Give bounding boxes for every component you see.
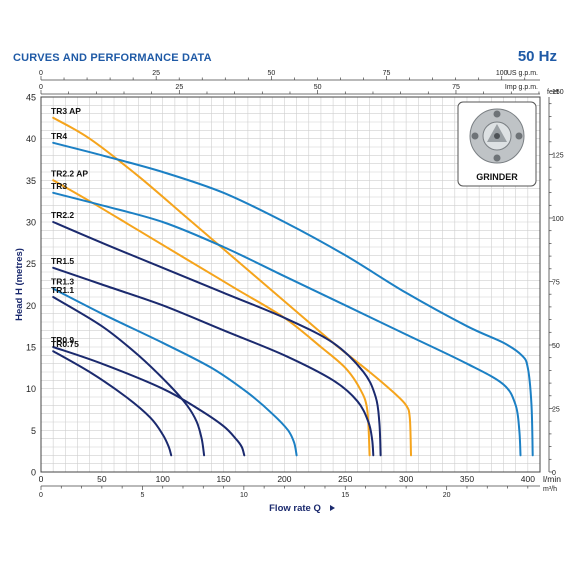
m3h-tick-label: 5 (140, 492, 144, 499)
curve-tr1-3 (52, 287, 298, 457)
grinder-bolt-icon (493, 154, 501, 162)
m3h-tick-label: 10 (240, 492, 248, 499)
curve-tr4 (52, 141, 534, 457)
feet-tick-label: 125 (552, 153, 564, 160)
feet-tick-label: 0 (552, 470, 556, 477)
frequency-label: 50 Hz (517, 48, 557, 65)
curve-tr1-1 (52, 296, 206, 457)
feet-unit: feet (547, 89, 559, 96)
y-tick-label: 10 (26, 384, 36, 394)
y-tick-label: 25 (26, 259, 36, 269)
feet-tick-label: 100 (552, 216, 564, 223)
us-gpm-tick-label: 100 (496, 70, 508, 77)
series-labels: TR3 AP TR4 TR2.2 AP TR3 TR2.2 TR1.5 TR1.3TR1.1… (51, 106, 88, 349)
curve-tr0-9 (52, 346, 246, 457)
curve-tr1-5 (52, 266, 375, 457)
series-label-tr1-1: TR1.1 (51, 285, 74, 295)
grinder-inset: GRINDER (457, 101, 537, 187)
us-gpm-unit: US g.p.m. (507, 70, 538, 77)
m3h-unit: m³/h (543, 486, 557, 493)
x-tick-label: 250 (338, 474, 352, 484)
y-tick-label: 35 (26, 176, 36, 186)
us-gpm-tick-label: 50 (267, 70, 275, 77)
series-label-tr2-2: TR2.2 (51, 210, 74, 220)
x-axis-arrow-icon (330, 505, 335, 511)
feet-tick-label: 50 (552, 343, 560, 350)
feet-tick-label: 150 (552, 89, 564, 96)
series-label-tr0-9: TR0.9 (51, 335, 74, 345)
series-label-tr4: TR4 (51, 131, 67, 141)
series-label-tr3-ap: TR3 AP (51, 106, 81, 116)
series-label-tr1-3: TR1.3 (51, 277, 74, 287)
y-axis-title: Head H (metres) (14, 248, 25, 321)
series-label-tr1-5: TR1.5 (51, 256, 74, 266)
y-tick-label: 40 (26, 134, 36, 144)
x-tick-label: 0 (39, 474, 44, 484)
x-tick-label: 150 (216, 474, 230, 484)
feet-tick-label: 25 (552, 407, 560, 414)
x-tick-label: 50 (97, 474, 107, 484)
x-tick-label: 300 (399, 474, 413, 484)
x-tick-label: 100 (156, 474, 170, 484)
curve-tr3-ap (52, 116, 412, 457)
page-title: CURVES AND PERFORMANCE DATA (13, 52, 212, 64)
m3h-tick-label: 20 (443, 492, 451, 499)
y-tick-label: 5 (31, 426, 36, 436)
imp-gpm-tick-label: 25 (175, 84, 183, 91)
plot-frame (40, 96, 541, 473)
x-tick-label: 200 (277, 474, 291, 484)
grid (40, 96, 541, 473)
curve-tr2-2 (52, 221, 382, 457)
y-tick-label: 30 (26, 218, 36, 228)
series-label-tr0-75: TR0.75 (51, 339, 79, 349)
imp-gpm-tick-label: 0 (39, 84, 43, 91)
y-tick-label: 20 (26, 301, 36, 311)
x-axis-title: Flow rate Q (269, 503, 321, 514)
x-tick-label: 400 (521, 474, 535, 484)
feet-tick-label: 75 (552, 280, 560, 287)
series-label-tr3: TR3 (51, 181, 67, 191)
y-tick-label: 0 (31, 468, 36, 478)
grinder-hub-icon (494, 133, 500, 139)
grinder-label: GRINDER (476, 172, 518, 182)
m3h-tick-label: 15 (341, 492, 349, 499)
x-unit-label: l/min (543, 474, 561, 484)
grinder-bolt-icon (471, 132, 479, 140)
m3h-tick-label: 0 (39, 492, 43, 499)
imp-gpm-tick-label: 50 (314, 84, 322, 91)
us-gpm-tick-label: 25 (152, 70, 160, 77)
us-gpm-tick-label: 0 (39, 70, 43, 77)
us-gpm-tick-label: 75 (383, 70, 391, 77)
y-tick-label: 45 (26, 93, 36, 103)
curve-tr3 (52, 191, 522, 457)
series-layer (52, 116, 534, 457)
imp-gpm-tick-label: 75 (452, 84, 460, 91)
imp-gpm-unit: Imp g.p.m. (505, 84, 538, 91)
grinder-bolt-icon (493, 110, 501, 118)
series-label-tr2-2-ap: TR2.2 AP (51, 168, 88, 178)
y-tick-label: 15 (26, 343, 36, 353)
grinder-bolt-icon (515, 132, 523, 140)
x-tick-label: 350 (460, 474, 474, 484)
curve-tr0-75 (52, 350, 173, 457)
